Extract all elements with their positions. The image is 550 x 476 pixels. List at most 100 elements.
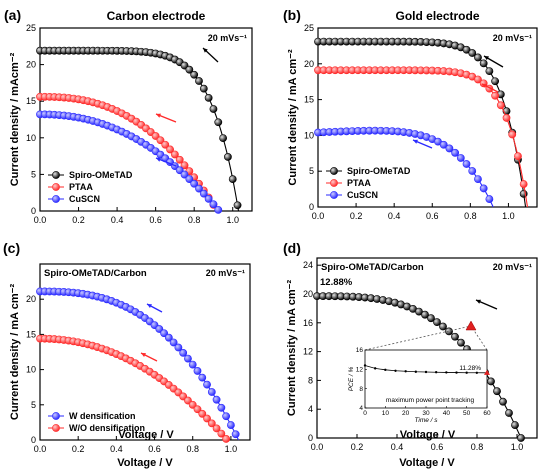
legend-marker (52, 412, 60, 420)
data-point (502, 114, 511, 122)
data-point (214, 205, 223, 214)
data-point (156, 136, 165, 145)
legend-marker (52, 195, 60, 203)
data-point (496, 101, 505, 110)
data-point (175, 166, 184, 175)
data-point (198, 409, 207, 418)
chart-title: Carbon electrode (107, 9, 206, 23)
x-tick-label: 0.2 (72, 215, 85, 225)
data-point (514, 152, 522, 161)
data-point (193, 405, 202, 414)
data-point (180, 170, 189, 179)
data-point (179, 349, 188, 357)
x-tick-label: 0.0 (311, 442, 324, 452)
data-point (499, 397, 507, 406)
scan-arrow-head (156, 157, 161, 162)
data-point (174, 343, 183, 352)
data-point (468, 167, 477, 175)
y-axis-label: Current density / mAcm⁻² (9, 52, 21, 186)
y-tick-label: 5 (31, 400, 36, 410)
x-tick-label: 1.0 (225, 444, 238, 454)
x-tick-label: 0.6 (148, 444, 161, 454)
data-point (209, 105, 218, 113)
x-axis-label: Voltage / V (400, 429, 456, 441)
data-point (212, 424, 221, 433)
data-point (199, 189, 208, 198)
scan-arrow-head (484, 56, 489, 61)
y-tick-label: 16 (303, 318, 313, 328)
data-point (511, 421, 519, 429)
data-point (456, 154, 465, 162)
data-point (169, 338, 178, 347)
data-point (214, 118, 223, 127)
scan-arrow-head (203, 48, 208, 53)
scan-arrow-head (476, 299, 481, 304)
x-tick-label: 1.0 (511, 442, 524, 452)
plot-frame (317, 27, 538, 208)
data-point (185, 65, 194, 74)
y-tick-label: 25 (304, 23, 314, 33)
chart-title: Spiro-OMeTAD/Carbon (321, 262, 424, 273)
data-point (487, 377, 495, 386)
data-point (474, 75, 482, 84)
x-tick-label: 0.4 (388, 211, 401, 221)
data-point (228, 175, 237, 184)
scan-arrow-head (482, 84, 487, 88)
data-point (193, 367, 202, 375)
scan-rate-annotation: 20 mVs⁻¹ (206, 268, 245, 278)
data-point (519, 180, 528, 188)
data-point (217, 429, 226, 438)
plot-frame (316, 257, 538, 439)
inset-frame (364, 349, 488, 409)
x-tick-label: 1.0 (226, 215, 239, 225)
x-tick-label: 0.4 (110, 444, 123, 454)
panel-label: (c) (3, 240, 20, 256)
data-point (433, 318, 441, 327)
scan-rate-annotation: 20 mVs⁻¹ (493, 262, 532, 272)
inset-final-marker (484, 369, 490, 375)
legend-marker (330, 167, 338, 175)
y-axis-label: Current density / mA cm⁻² (286, 280, 298, 417)
data-point (195, 77, 203, 85)
data-point (439, 140, 448, 149)
data-point (468, 49, 477, 57)
data-point (203, 414, 211, 423)
chart-title: Gold electrode (395, 9, 479, 23)
data-point (195, 184, 203, 193)
chart-title: Spiro-OMeTAD/Carbon (44, 268, 147, 279)
plot-frame (39, 27, 253, 212)
legend-label: PTAA (69, 182, 93, 192)
x-tick-label: 0.0 (34, 215, 47, 225)
inset-y-axis-label: PCE / % (348, 366, 355, 391)
y-tick-label: 15 (26, 329, 36, 339)
y-tick-label: 15 (26, 96, 36, 106)
data-point (190, 70, 199, 79)
inset-y-tick-label: 4 (359, 405, 363, 412)
x-tick-label: 0.4 (111, 215, 124, 225)
data-point (164, 333, 173, 342)
y-tick-label: 10 (26, 133, 36, 143)
panel-label: (b) (283, 7, 301, 23)
data-point (217, 403, 226, 412)
data-point (166, 145, 174, 154)
scan-rate-annotation: 20 mVs⁻¹ (493, 33, 532, 43)
inset-data-point (445, 371, 448, 374)
legend-label: CuSCN (347, 190, 378, 200)
inset-data-point (424, 370, 428, 374)
inset-data-point (394, 369, 397, 372)
y-tick-label: 5 (309, 166, 314, 176)
x-tick-label: 0.0 (34, 444, 47, 454)
legend-marker (52, 171, 60, 179)
y-tick-label: 0 (31, 206, 36, 216)
x-tick-label: 1.0 (502, 211, 515, 221)
data-point (233, 201, 242, 210)
legend-label: Spiro-OMeTAD (69, 170, 133, 180)
plot-frame (39, 263, 251, 441)
inset-x-axis-label: Time / s (414, 417, 438, 424)
y-tick-label: 10 (304, 130, 314, 140)
x-tick-label: 0.2 (72, 444, 85, 454)
data-point (491, 91, 500, 100)
data-point (188, 400, 197, 409)
inset-x-tick-label: 30 (422, 410, 430, 417)
data-point (485, 195, 494, 203)
